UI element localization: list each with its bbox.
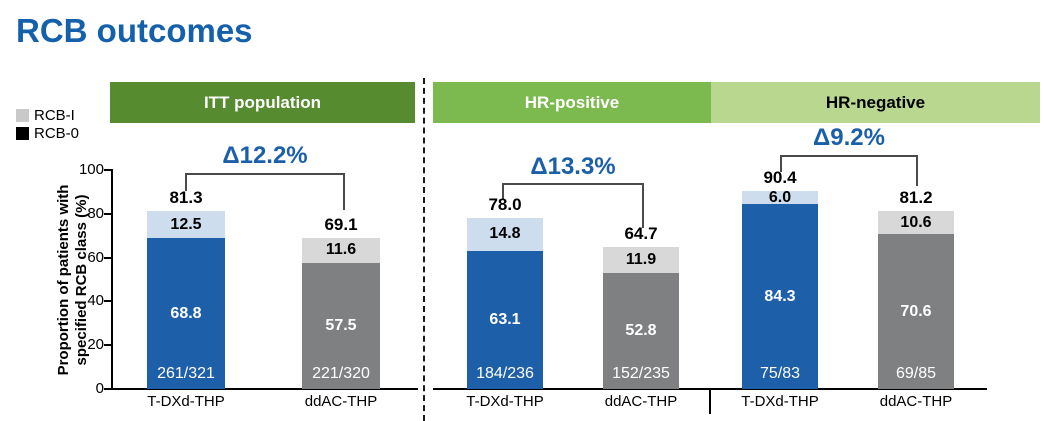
bar-segment-rcb1: 11.9 <box>603 247 679 274</box>
y-tick-label: 100 <box>78 161 104 178</box>
bar-total-label: 81.2 <box>899 188 933 208</box>
rcb0-value-label: 63.1 <box>489 310 521 328</box>
delta-label-hr-positive: Δ13.3% <box>530 153 616 180</box>
legend-item-rcb0: RCB-0 <box>16 125 79 142</box>
x-axis-label: ddAC-THP <box>304 393 378 410</box>
bar-segment-rcb0: 68.8 261/321 <box>147 238 225 389</box>
rcb1-value-label: 10.6 <box>900 213 932 231</box>
bar-hrneg-tdxd-thp: 90.4 6.0 84.3 75/83 <box>742 168 818 389</box>
bar-total-label: 90.4 <box>763 168 797 187</box>
rcb0-value-label: 57.5 <box>325 317 357 335</box>
x-axis-label: T-DXd-THP <box>147 393 225 410</box>
bar-fraction-label: 69/85 <box>895 365 937 382</box>
y-tick-label: 40 <box>87 292 104 309</box>
delta-bracket <box>185 173 187 191</box>
bar-segment-rcb1: 11.6 <box>302 237 380 264</box>
bar-fraction-label: 221/320 <box>312 365 370 382</box>
rcb1-value-label: 11.9 <box>625 251 657 269</box>
section-header-hr-positive: HR-positive <box>433 82 711 123</box>
y-tick <box>104 388 112 390</box>
bar-segment-rcb0: 52.8 152/235 <box>603 273 679 389</box>
bar-hrneg-ddac-thp: 81.2 10.6 70.6 69/85 <box>878 188 954 389</box>
rcb1-value-label: 6.0 <box>768 188 792 206</box>
rcb0-value-label: 70.6 <box>900 302 932 320</box>
delta-label-hr-negative: Δ9.2% <box>813 124 885 151</box>
bar-fraction-label: 261/321 <box>157 365 215 382</box>
delta-bracket <box>502 183 644 185</box>
y-tick <box>104 213 112 215</box>
bar-fraction-label: 152/235 <box>612 365 670 382</box>
bar-segment-rcb0: 70.6 69/85 <box>878 234 954 389</box>
rcb0-value-label: 68.8 <box>170 304 202 322</box>
y-tick <box>104 300 112 302</box>
bar-total-label: 81.3 <box>169 188 203 207</box>
bar-segment-rcb0: 63.1 184/236 <box>467 250 543 389</box>
rcb0-value-label: 52.8 <box>625 322 657 340</box>
bar-total-label: 69.1 <box>324 214 358 234</box>
y-tick <box>104 169 112 171</box>
bar-segment-rcb0: 57.5 221/320 <box>302 263 380 389</box>
rcb1-value-label: 14.8 <box>489 225 521 243</box>
y-tick-label: 20 <box>87 336 104 353</box>
bar-segment-rcb0: 84.3 75/83 <box>742 204 818 389</box>
bar-itt-ddac-thp: 69.1 11.6 57.5 221/320 <box>302 215 380 389</box>
bar-segment-rcb1: 14.8 <box>467 218 543 251</box>
legend-label: RCB-0 <box>34 125 80 142</box>
delta-bracket <box>916 155 918 186</box>
x-axis-label: T-DXd-THP <box>741 393 819 410</box>
page-title: RCB outcomes <box>16 12 253 49</box>
bar-segment-rcb1: 12.5 <box>147 211 225 239</box>
y-axis-title: Proportion of patients with specified RC… <box>55 168 91 392</box>
x-axis-baseline-itt <box>111 388 418 390</box>
delta-bracket <box>780 155 918 157</box>
rcb1-value-label: 11.6 <box>325 241 357 259</box>
legend-item-rcb1: RCB-I <box>16 107 75 124</box>
bar-hrpos-ddac-thp: 64.7 11.9 52.8 152/235 <box>603 224 679 389</box>
delta-bracket <box>780 155 782 172</box>
section-header-hr-negative: HR-negative <box>711 82 1040 123</box>
y-tick-label: 60 <box>87 249 104 266</box>
section-header-itt: ITT population <box>110 82 415 123</box>
y-tick <box>104 257 112 259</box>
y-axis-line <box>111 169 113 390</box>
y-tick-label: 0 <box>95 380 104 397</box>
rcb0-value-label: 84.3 <box>764 287 796 305</box>
legend-label: RCB-I <box>34 107 75 124</box>
bar-total-label: 64.7 <box>624 224 658 244</box>
bar-hrpos-tdxd-thp: 78.0 14.8 63.1 184/236 <box>467 195 543 389</box>
y-axis-title-line1: Proportion of patients with <box>55 184 72 376</box>
bar-total-label: 78.0 <box>488 195 522 215</box>
delta-bracket <box>642 183 644 228</box>
bar-fraction-label: 75/83 <box>759 365 801 382</box>
delta-bracket <box>343 173 345 210</box>
bar-segment-rcb1: 6.0 <box>742 188 818 206</box>
delta-label-itt: Δ12.2% <box>222 142 308 169</box>
y-tick <box>104 344 112 346</box>
rcb0-swatch-icon <box>16 127 29 140</box>
x-axis-label: ddAC-THP <box>604 393 678 410</box>
bar-itt-tdxd-thp: 81.3 12.5 68.8 261/321 <box>147 188 225 389</box>
bar-segment-rcb1: 10.6 <box>878 211 954 235</box>
y-tick-label: 80 <box>87 205 104 222</box>
x-axis-label: T-DXd-THP <box>466 393 544 410</box>
section-divider-dashed-line <box>423 78 425 421</box>
x-axis-label: ddAC-THP <box>879 393 953 410</box>
delta-bracket <box>185 173 345 175</box>
x-axis-separator-tick <box>709 388 711 414</box>
rcb1-value-label: 12.5 <box>170 215 202 233</box>
y-axis-title-line2: specified RCB class (%) <box>73 194 90 366</box>
bar-fraction-label: 184/236 <box>476 365 534 382</box>
rcb1-swatch-icon <box>16 109 29 122</box>
delta-bracket <box>502 183 504 200</box>
